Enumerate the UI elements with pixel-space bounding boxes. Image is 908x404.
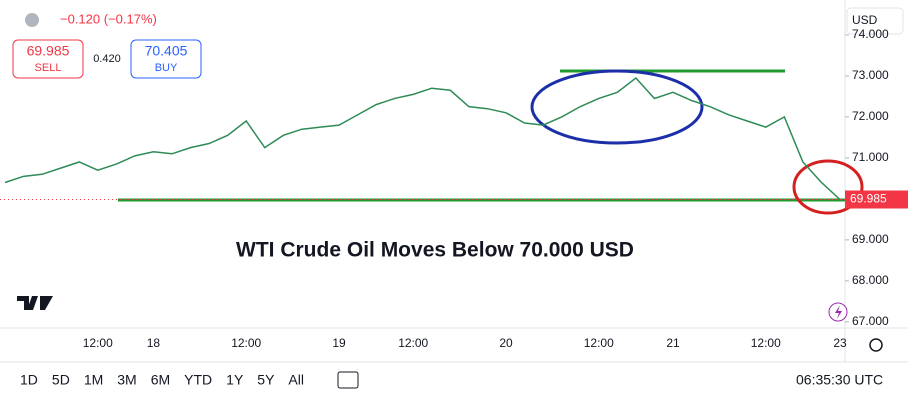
highlight-ellipse [792,159,864,215]
y-tick-label: 73.000 [852,68,889,82]
x-tick-label: 21 [666,336,680,350]
x-tick-label: 12:00 [751,336,781,350]
settings-icon[interactable] [869,338,883,352]
x-tick-label: 19 [332,336,346,350]
range-button[interactable]: 5Y [257,372,275,388]
price-change: −0.120 (−0.17%) [60,11,157,26]
buy-button[interactable] [130,39,202,79]
y-tick-label: 67.000 [852,314,889,328]
annotation: WTI Crude Oil Moves Below 70.000 USD [236,239,634,262]
x-tick-label: 20 [499,336,513,350]
price-line [4,76,841,201]
last-price-tag [845,190,908,209]
currency: USD [852,13,878,27]
x-tick-label: 12:00 [83,336,113,350]
buy-label: BUY [155,62,178,74]
highlight-ellipse [530,69,704,145]
x-tick-label: 23 [833,336,847,350]
y-tick-label: 72.000 [852,109,889,123]
range-button[interactable]: 1M [84,372,103,388]
range-button[interactable]: 3M [117,372,136,388]
alert-bolt [835,305,842,319]
clock: 06:35:30 UTC [796,372,883,388]
range-button[interactable]: 6M [151,372,170,388]
sell-price: 69.985 [27,43,70,59]
y-tick-label: 71.000 [852,150,889,164]
range-button[interactable]: 1D [20,372,38,388]
date-range-icon[interactable] [337,371,359,389]
sell-label: SELL [35,62,62,74]
range-button[interactable]: 1Y [226,372,244,388]
x-tick-label: 12:00 [231,336,261,350]
collapse-icon[interactable] [25,13,39,27]
range-button[interactable]: All [288,372,304,388]
range-button[interactable]: YTD [184,372,212,388]
buy-price: 70.405 [145,43,188,59]
spread: 0.420 [93,53,121,65]
currency-button[interactable] [846,7,904,35]
last-price-label: 69.985 [850,192,887,206]
sell-button[interactable] [12,39,84,79]
y-tick-label: 68.000 [852,273,889,287]
plot [4,76,841,201]
x-tick-label: 12:00 [584,336,614,350]
y-tick-label: 74.000 [852,27,889,41]
x-tick-label: 12:00 [398,336,428,350]
y-tick-label: 69.000 [852,232,889,246]
logo [17,296,53,310]
x-tick-label: 18 [147,336,161,350]
range-button[interactable]: 5D [52,372,70,388]
